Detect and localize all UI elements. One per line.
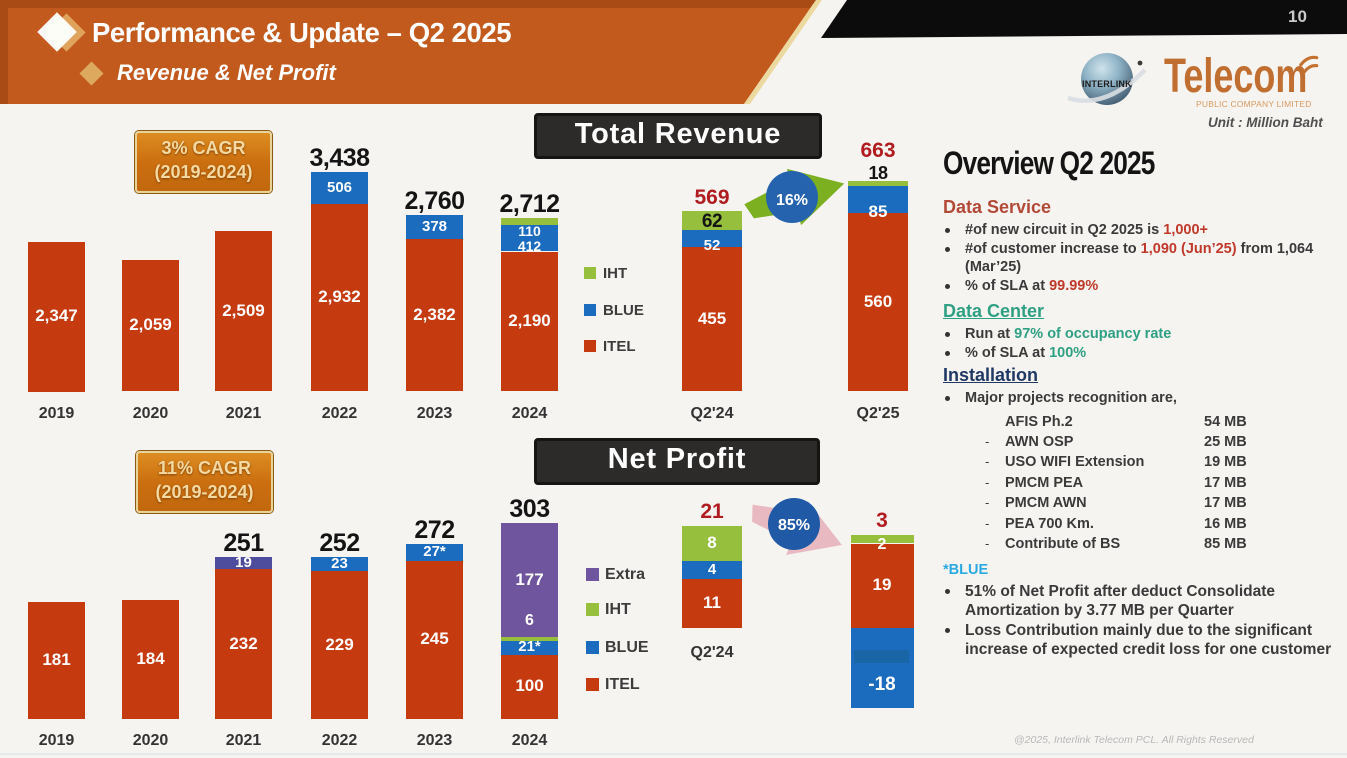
svg-text:INTERLINK: INTERLINK (1082, 79, 1132, 89)
svg-text:85%: 85% (778, 517, 810, 534)
svg-text:16%: 16% (776, 192, 808, 209)
